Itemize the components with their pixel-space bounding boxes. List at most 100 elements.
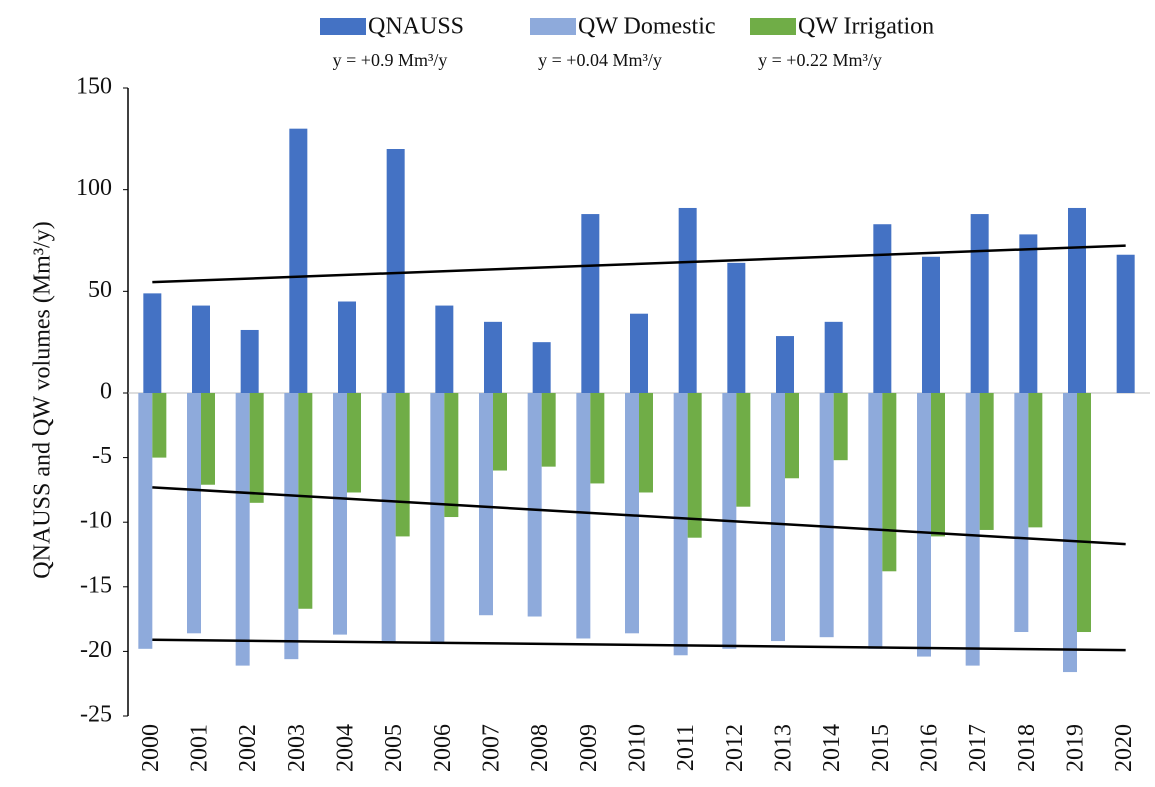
x-tick-label: 2002 [235, 724, 261, 772]
x-tick-label: 2003 [284, 724, 310, 772]
x-tick-label: 2010 [625, 724, 651, 772]
bar [687, 393, 702, 538]
bar [1068, 207, 1086, 393]
y-tick-label: -20 [80, 637, 112, 663]
legend-swatch [750, 18, 796, 35]
bar [347, 393, 361, 493]
bar [917, 393, 931, 657]
x-tick-label: 2006 [430, 724, 456, 772]
y-tick-label: 50 [88, 277, 112, 303]
y-tick-label: 100 [76, 175, 112, 201]
bar [1019, 234, 1038, 393]
trend-label: y = +0.9 Mm³/y [333, 50, 448, 70]
x-tick-label: 2011 [673, 724, 699, 771]
bar [922, 256, 940, 393]
bar [965, 393, 980, 666]
bar [1028, 393, 1043, 528]
bar [532, 342, 551, 393]
y-tick-label: 0 [100, 379, 112, 405]
bar [333, 393, 347, 635]
bar [541, 393, 556, 467]
bar [284, 393, 299, 660]
bar [771, 393, 785, 642]
legend-label: QW Domestic [578, 14, 716, 40]
trend-label: y = +0.04 Mm³/y [538, 50, 662, 70]
x-tick-label: 2017 [965, 724, 991, 772]
bar [395, 393, 410, 537]
trend-line [152, 244, 1126, 284]
bar [143, 293, 162, 393]
y-tick-label: -5 [92, 443, 112, 469]
trend-line [152, 638, 1126, 652]
bar [970, 214, 989, 393]
x-tick-label: 2007 [479, 724, 505, 772]
bar [479, 393, 493, 616]
x-tick-label: 2014 [819, 724, 845, 772]
y-tick-label: 150 [76, 74, 112, 100]
bar [1063, 393, 1077, 673]
trend-label: y = +0.22 Mm³/y [758, 50, 882, 70]
bar [736, 393, 751, 507]
bar [833, 393, 848, 461]
x-tick-label: 2013 [771, 724, 797, 772]
bar [235, 393, 250, 666]
bar [581, 214, 600, 393]
bar [444, 393, 459, 518]
legend-label: QW Irrigation [798, 14, 934, 40]
legend-label: QNAUSS [368, 14, 464, 40]
bar [381, 393, 396, 643]
bar [138, 393, 153, 649]
bar [678, 207, 697, 393]
legend-swatch [530, 18, 576, 35]
y-tick-label: -10 [80, 508, 112, 534]
bar [1116, 254, 1135, 393]
bar [931, 393, 945, 537]
x-tick-label: 2008 [527, 724, 553, 772]
x-tick-label: 2012 [722, 724, 748, 772]
bar [1014, 393, 1029, 633]
bar [882, 393, 897, 572]
bar [673, 393, 688, 656]
bar [338, 301, 356, 393]
x-tick-label: 2004 [333, 724, 359, 772]
x-tick-label: 2020 [1111, 724, 1137, 772]
bar [639, 393, 653, 493]
bar [201, 393, 215, 485]
bar [152, 393, 167, 458]
y-tick-label: -25 [80, 702, 112, 728]
bar [590, 393, 605, 484]
bar [493, 393, 507, 471]
bar [819, 393, 834, 638]
bar [824, 321, 843, 393]
bar [187, 393, 201, 634]
bar [192, 305, 210, 393]
x-tick-label: 2000 [138, 724, 164, 772]
bar [1077, 393, 1091, 633]
bar [727, 262, 746, 393]
x-tick-label: 2001 [187, 724, 213, 772]
y-axis-label: QNAUSS and QW volumes (Mm³/y) [30, 221, 56, 578]
x-tick-label: 2015 [868, 724, 894, 772]
bar [484, 321, 502, 393]
trend-line [152, 486, 1126, 546]
bar [776, 336, 794, 393]
bar [430, 393, 445, 643]
bar [576, 393, 591, 639]
legend-swatch [320, 18, 366, 35]
x-tick-label: 2009 [576, 724, 602, 772]
x-tick-label: 2016 [917, 724, 943, 772]
bar [625, 393, 639, 634]
y-tick-label: -15 [80, 572, 112, 598]
bar [435, 305, 454, 393]
bar [873, 224, 892, 393]
bar [979, 393, 994, 530]
bar [527, 393, 542, 617]
bar [240, 329, 259, 393]
bar [289, 128, 308, 393]
bar [249, 393, 264, 503]
bar [630, 313, 648, 393]
x-tick-label: 2018 [1014, 724, 1040, 772]
bar [868, 393, 883, 649]
x-tick-label: 2019 [1063, 724, 1089, 772]
